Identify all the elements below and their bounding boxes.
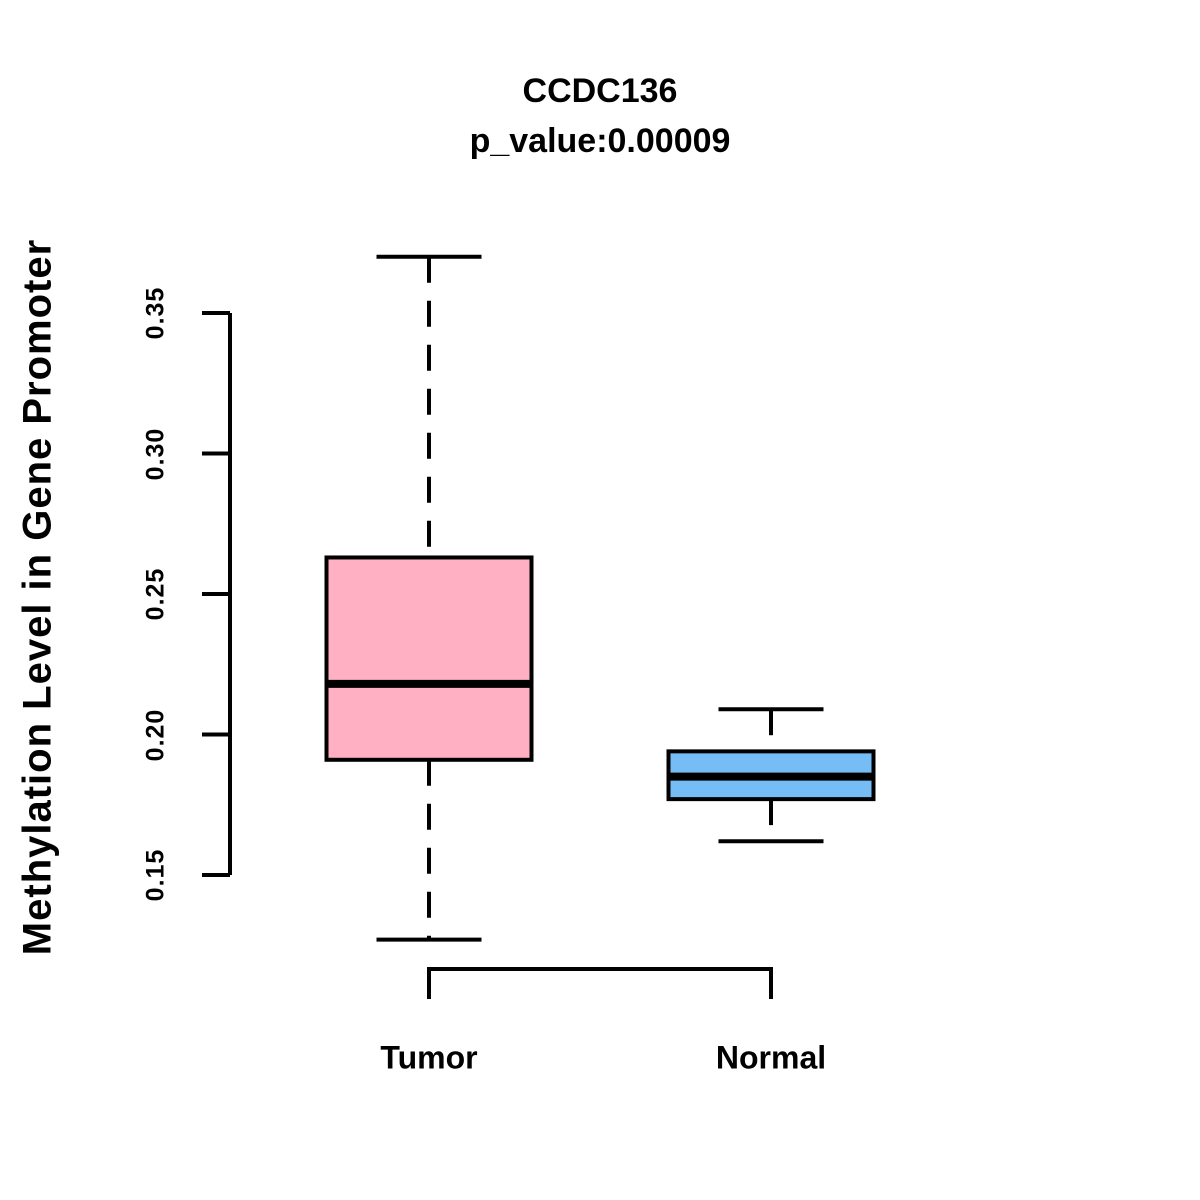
x-axis-bracket (427, 967, 773, 999)
y-tick-label: 0.25 (141, 567, 170, 621)
x-category-label-normal: Normal (715, 1039, 827, 1076)
y-axis-title: Methylation Level in Gene Promoter (15, 238, 60, 956)
chart-title-block: CCDC136 p_value:0.00009 (0, 66, 1200, 166)
y-tick-label: 0.30 (141, 427, 170, 480)
y-tick-label: 0.35 (141, 286, 170, 340)
chart-title: CCDC136 (522, 72, 678, 110)
tumor-iqr-box (324, 555, 534, 762)
x-category-label-tumor: Tumor (380, 1039, 478, 1076)
chart-subtitle-pvalue: p_value:0.00009 (469, 122, 731, 160)
y-tick-label: 0.20 (141, 708, 170, 761)
y-tick-label: 0.15 (141, 848, 170, 902)
